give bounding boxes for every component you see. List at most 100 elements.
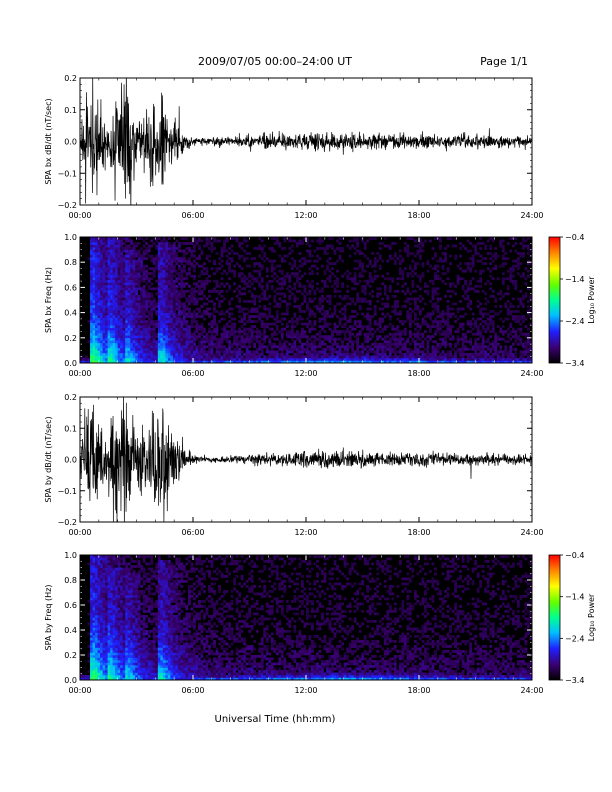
spectrogram-cell — [175, 277, 179, 281]
spectrogram-cell — [248, 310, 252, 313]
spectrogram-cell — [170, 244, 174, 248]
spectrogram-cell — [142, 252, 146, 255]
spectrogram-cell — [122, 320, 126, 323]
spectrogram-cell — [95, 360, 98, 364]
spectrogram-cell — [145, 325, 149, 329]
spectrogram-cell — [233, 352, 236, 356]
spectrogram-cell — [469, 267, 473, 271]
spectrogram-cell — [162, 300, 166, 303]
spectrogram-cell — [97, 289, 101, 293]
spectrogram-cell — [115, 302, 118, 306]
spectrogram-cell — [436, 325, 440, 329]
spectrogram-cell — [308, 350, 312, 354]
spectrogram-cell — [117, 264, 121, 268]
spectrogram-cell — [177, 257, 181, 260]
spectrogram-cell — [240, 292, 244, 296]
spectrogram-cell — [474, 247, 478, 250]
spectrogram-cell — [182, 360, 186, 364]
spectrogram-cell — [110, 257, 113, 260]
spectrogram-cell — [253, 315, 257, 318]
spectrogram-cell — [112, 297, 116, 301]
spectrogram-cell — [200, 269, 204, 273]
spectrogram-cell — [177, 259, 181, 263]
spectrogram-cell — [476, 332, 480, 336]
spectrogram-cell — [290, 350, 294, 354]
spectrogram-cell — [338, 360, 342, 364]
spectrogram-cell — [155, 305, 159, 308]
spectrogram-cell — [391, 257, 395, 260]
spectrogram-cell — [393, 352, 397, 356]
spectrogram-cell — [92, 327, 96, 331]
spectrogram-cell — [388, 345, 392, 349]
spectrogram-cell — [122, 337, 126, 341]
spectrogram-cell — [142, 360, 146, 364]
spectrogram-cell — [403, 247, 407, 250]
spectrogram-cell — [243, 352, 247, 356]
spectrogram-cell — [484, 307, 488, 311]
spectrogram-cell — [439, 247, 442, 250]
spectrogram-cell — [228, 335, 231, 339]
spectrogram-cell — [401, 320, 405, 323]
spectrogram-cell — [265, 257, 269, 260]
spectrogram-cell — [471, 244, 475, 248]
spectrogram-cell — [152, 257, 156, 260]
spectrogram-cell — [213, 287, 216, 291]
spectrogram-cell — [238, 342, 242, 346]
spectrogram-cell — [511, 347, 515, 351]
spectrogram-cell — [190, 312, 194, 316]
spectrogram-cell — [90, 350, 93, 354]
spectrogram-cell — [102, 340, 106, 344]
spectrogram-cell — [383, 327, 387, 331]
spectrogram-cell — [223, 284, 226, 288]
spectrogram-cell — [341, 307, 344, 311]
spectrogram-cell — [112, 342, 116, 346]
spectrogram-cell — [228, 247, 231, 250]
spectrogram-cell — [147, 300, 151, 303]
spectrogram-cell — [290, 360, 294, 364]
spectrogram-cell — [343, 272, 347, 276]
spectrogram-cell — [501, 357, 505, 361]
spectrogram-cell — [130, 287, 134, 291]
spectrogram-cell — [439, 325, 442, 329]
spectrogram-cell — [361, 289, 365, 293]
spectrogram-cell — [298, 337, 302, 341]
spectrogram-cell — [306, 322, 309, 326]
spectrogram-cell — [187, 242, 191, 245]
spectrogram-cell — [125, 244, 129, 248]
spectrogram-cell — [298, 355, 302, 359]
spectrogram-cell — [419, 332, 422, 336]
spectrogram-cell — [92, 355, 96, 359]
spectrogram-cell — [165, 345, 169, 349]
spectrogram-cell — [147, 345, 151, 349]
spectrogram-cell — [107, 305, 111, 308]
spectrogram-cell — [152, 357, 156, 361]
spectrogram-cell — [100, 310, 103, 313]
spectrogram-cell — [461, 340, 465, 344]
spectrogram-cell — [313, 305, 317, 308]
spectrogram-cell — [439, 352, 442, 356]
spectrogram-cell — [110, 262, 113, 266]
spectrogram-cell — [298, 269, 302, 273]
spectrogram-cell — [223, 335, 226, 339]
spectrogram-cell — [170, 302, 174, 306]
spectrogram-cell — [333, 340, 337, 344]
spectrogram-cell — [248, 342, 252, 346]
spectrogram-cell — [391, 350, 395, 354]
spectrogram-cell — [456, 357, 460, 361]
spectrogram-cell — [456, 264, 460, 268]
spectrogram-cell — [441, 252, 445, 255]
spectrogram-cell — [381, 352, 385, 356]
spectrogram-cell — [127, 302, 131, 306]
spectrogram-cell — [343, 335, 347, 339]
spectrogram-cell — [479, 247, 483, 250]
spectrogram-cell — [210, 342, 214, 346]
spectrogram-cell — [147, 340, 151, 344]
spectrogram-cell — [388, 357, 392, 361]
spectrogram-cell — [147, 337, 151, 341]
spectrogram-cell — [125, 287, 129, 291]
spectrogram-cell — [92, 340, 96, 344]
spectrogram-cell — [408, 307, 412, 311]
spectrogram-cell — [170, 312, 174, 316]
spectrogram-cell — [115, 239, 118, 243]
spectrogram-cell — [208, 307, 211, 311]
